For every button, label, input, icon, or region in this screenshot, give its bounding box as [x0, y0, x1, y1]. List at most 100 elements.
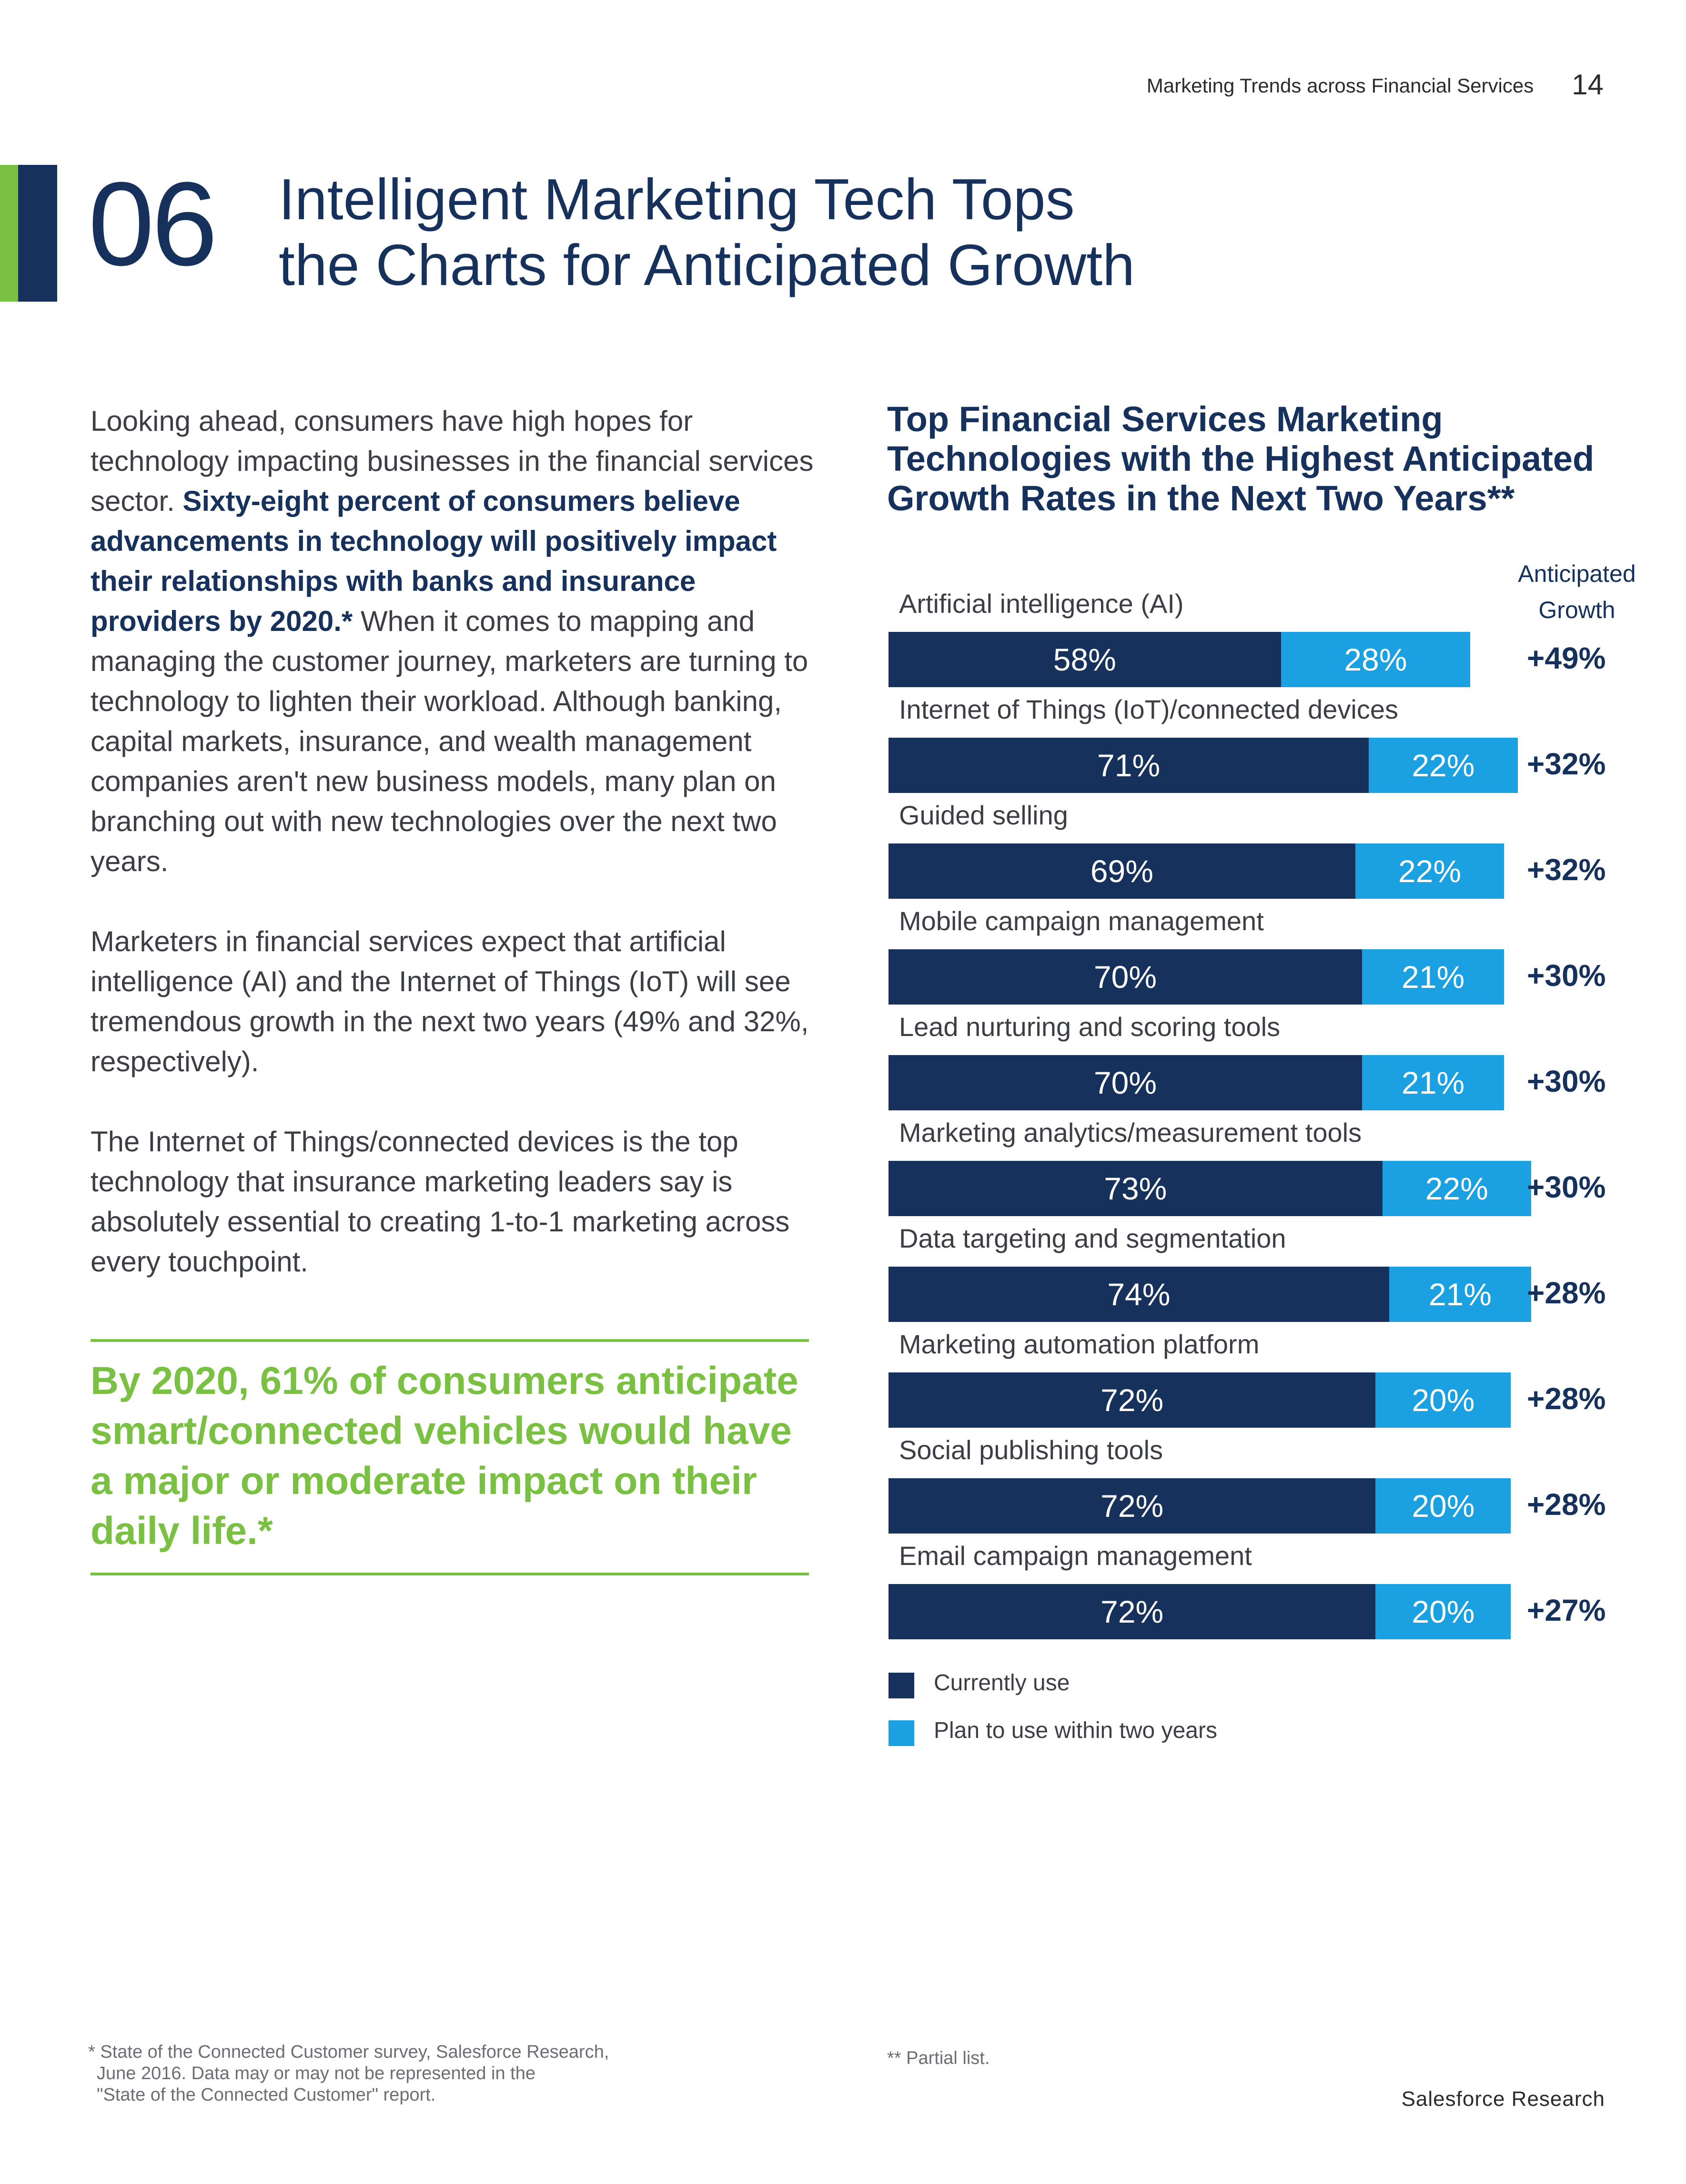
bar-segment-currently-use: 70% — [888, 1055, 1362, 1110]
growth-column-header: Anticipated Growth — [1505, 556, 1648, 628]
bar-value-label: 20% — [1412, 1594, 1475, 1629]
bar-value-label: 20% — [1412, 1488, 1475, 1524]
legend-label-currently-use: Currently use — [934, 1670, 1070, 1696]
stacked-bar: 70% 21% — [888, 949, 1504, 1005]
paragraph-1-bold: Sixty-eight percent of consumers believe… — [91, 485, 777, 637]
callout-rule-bottom — [91, 1573, 809, 1575]
bar-value-label: 21% — [1402, 959, 1465, 995]
footnote-line1: * State of the Connected Customer survey… — [88, 2042, 609, 2062]
bar-value-label: 22% — [1412, 748, 1475, 783]
bar-value-label: 69% — [1090, 853, 1153, 889]
footnote-partial-list: ** Partial list. — [887, 2048, 990, 2068]
bar-value-label: 21% — [1428, 1277, 1492, 1312]
section-accent-navy — [18, 165, 57, 302]
footnote-line3: "State of the Connected Customer" report… — [97, 2085, 436, 2105]
bar-category-label: Mobile campaign management — [899, 906, 1264, 936]
anticipated-growth-value: +32% — [1527, 853, 1606, 887]
bar-value-label: 72% — [1100, 1594, 1164, 1629]
page-number: 14 — [1572, 69, 1604, 101]
anticipated-growth-value: +28% — [1527, 1276, 1606, 1310]
anticipated-growth-value: +49% — [1527, 641, 1606, 675]
callout-rule-top — [91, 1339, 809, 1342]
anticipated-growth-value: +27% — [1527, 1593, 1606, 1627]
bar-segment-plan-to-use: 20% — [1375, 1372, 1511, 1428]
bar-category-label: Social publishing tools — [899, 1435, 1163, 1465]
stacked-bar: 70% 21% — [888, 1055, 1504, 1110]
bar-value-label: 22% — [1425, 1171, 1488, 1206]
anticipated-growth-value: +30% — [1527, 1064, 1606, 1098]
chart-title: Top Financial Services Marketing Technol… — [887, 399, 1595, 518]
bar-value-label: 28% — [1344, 642, 1407, 677]
stacked-bar: 69% 22% — [888, 843, 1504, 899]
bar-segment-plan-to-use: 20% — [1375, 1478, 1511, 1534]
bar-segment-currently-use: 70% — [888, 949, 1362, 1005]
stacked-bar: 72% 20% — [888, 1584, 1511, 1639]
bar-segment-plan-to-use: 28% — [1281, 632, 1471, 687]
bar-segment-currently-use: 72% — [888, 1478, 1376, 1534]
bar-segment-currently-use: 69% — [888, 843, 1355, 899]
stacked-bar: 72% 20% — [888, 1372, 1511, 1428]
bar-value-label: 74% — [1107, 1277, 1171, 1312]
bar-value-label: 58% — [1053, 642, 1116, 677]
bar-category-label: Marketing analytics/measurement tools — [899, 1117, 1362, 1148]
body-text: Looking ahead, consumers have high hopes… — [91, 401, 815, 1322]
bar-segment-plan-to-use: 21% — [1362, 1055, 1504, 1110]
bar-value-label: 72% — [1100, 1382, 1164, 1418]
anticipated-growth-value: +30% — [1527, 958, 1606, 993]
paragraph-1: Looking ahead, consumers have high hopes… — [91, 401, 815, 882]
anticipated-growth-value: +30% — [1527, 1170, 1606, 1204]
bar-value-label: 21% — [1402, 1065, 1465, 1100]
bar-segment-currently-use: 72% — [888, 1584, 1376, 1639]
bar-segment-currently-use: 74% — [888, 1267, 1389, 1322]
legend-label-plan-to-use: Plan to use within two years — [934, 1718, 1217, 1743]
footnote-line2: June 2016. Data may or may not be repres… — [97, 2063, 535, 2083]
bar-segment-plan-to-use: 21% — [1389, 1267, 1531, 1322]
anticipated-growth-value: +28% — [1527, 1382, 1606, 1416]
footer-brand: Salesforce Research — [1401, 2087, 1605, 2111]
bar-value-label: 72% — [1100, 1488, 1164, 1524]
bar-value-label: 20% — [1412, 1382, 1475, 1418]
bar-segment-plan-to-use: 21% — [1362, 949, 1504, 1005]
section-number: 06 — [88, 157, 218, 290]
bar-segment-currently-use: 71% — [888, 738, 1369, 793]
bar-segment-currently-use: 72% — [888, 1372, 1376, 1428]
stacked-bar: 73% 22% — [888, 1161, 1531, 1216]
running-title: Marketing Trends across Financial Servic… — [1146, 74, 1534, 97]
bar-category-label: Guided selling — [899, 800, 1068, 830]
bar-value-label: 71% — [1097, 748, 1161, 783]
bar-category-label: Internet of Things (IoT)/connected devic… — [899, 694, 1398, 724]
bar-segment-currently-use: 73% — [888, 1161, 1383, 1216]
callout-quote: By 2020, 61% of consumers anticipate sma… — [91, 1359, 798, 1553]
running-header: Marketing Trends across Financial Servic… — [1147, 68, 1604, 101]
bar-segment-plan-to-use: 22% — [1355, 843, 1504, 899]
bar-category-label: Data targeting and segmentation — [899, 1223, 1286, 1253]
legend-swatch-currently-use — [888, 1673, 914, 1698]
paragraph-3: The Internet of Things/connected devices… — [91, 1126, 790, 1278]
bar-value-label: 22% — [1398, 853, 1462, 889]
stacked-bar: 72% 20% — [888, 1478, 1511, 1534]
bar-category-label: Marketing automation platform — [899, 1329, 1260, 1359]
bar-value-label: 70% — [1093, 959, 1157, 995]
legend-swatch-plan-to-use — [888, 1720, 914, 1746]
footnote-source: * State of the Connected Customer survey… — [88, 2042, 746, 2106]
paragraph-1-intro: Looking ahead, consumers have high hopes… — [91, 405, 814, 517]
growth-header-line1: Anticipated — [1518, 560, 1636, 587]
bar-value-label: 73% — [1104, 1171, 1167, 1206]
bar-category-label: Artificial intelligence (AI) — [899, 589, 1184, 619]
bar-segment-plan-to-use: 22% — [1369, 738, 1518, 793]
bar-category-label: Email campaign management — [899, 1541, 1252, 1571]
stacked-bar: 58% 28% — [888, 632, 1471, 687]
paragraph-1-rest: When it comes to mapping and managing th… — [91, 605, 808, 877]
stacked-bar: 74% 21% — [888, 1267, 1531, 1322]
bar-segment-currently-use: 58% — [888, 632, 1281, 687]
section-title-line1: Intelligent Marketing Tech Tops — [279, 167, 1075, 232]
bar-segment-plan-to-use: 20% — [1375, 1584, 1511, 1639]
bar-category-label: Lead nurturing and scoring tools — [899, 1012, 1281, 1042]
section-title-line2: the Charts for Anticipated Growth — [279, 232, 1135, 297]
section-title: Intelligent Marketing Tech Tops the Chart… — [279, 167, 1327, 298]
anticipated-growth-value: +28% — [1527, 1487, 1606, 1522]
growth-header-line2: Growth — [1538, 597, 1615, 623]
bar-segment-plan-to-use: 22% — [1382, 1161, 1531, 1216]
paragraph-2: Marketers in financial services expect t… — [91, 925, 809, 1077]
anticipated-growth-value: +32% — [1527, 747, 1606, 781]
